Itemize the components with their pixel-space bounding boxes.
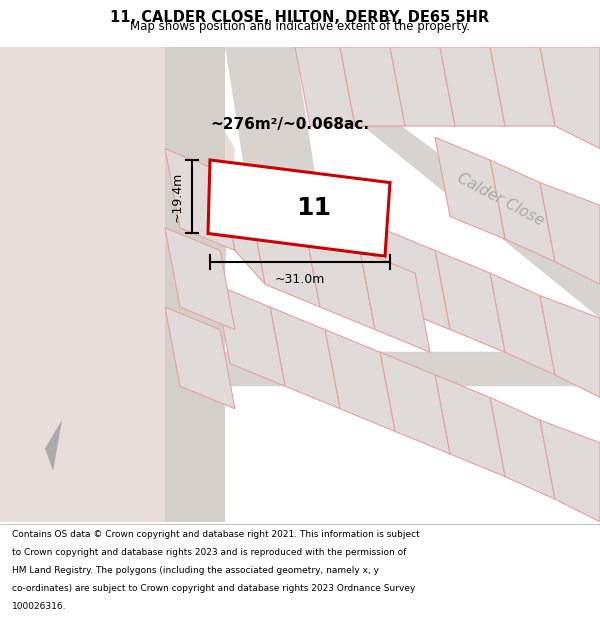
Polygon shape [220, 171, 265, 284]
Text: Contains OS data © Crown copyright and database right 2021. This information is : Contains OS data © Crown copyright and d… [12, 530, 420, 539]
Text: to Crown copyright and database rights 2023 and is reproduced with the permissio: to Crown copyright and database rights 2… [12, 548, 406, 557]
Polygon shape [225, 352, 600, 386]
Polygon shape [265, 47, 600, 318]
Polygon shape [490, 273, 555, 375]
Polygon shape [490, 47, 555, 126]
Polygon shape [340, 47, 405, 126]
Polygon shape [165, 47, 225, 522]
Text: 11: 11 [296, 196, 331, 220]
Polygon shape [250, 205, 320, 307]
Polygon shape [440, 47, 505, 126]
Polygon shape [490, 160, 555, 262]
Text: ~19.4m: ~19.4m [171, 172, 184, 222]
Text: ~31.0m: ~31.0m [275, 273, 325, 286]
Polygon shape [540, 47, 600, 149]
Text: HM Land Registry. The polygons (including the associated geometry, namely x, y: HM Land Registry. The polygons (includin… [12, 566, 379, 575]
Polygon shape [225, 47, 320, 205]
Polygon shape [435, 251, 505, 352]
Polygon shape [540, 182, 600, 284]
Polygon shape [490, 398, 555, 499]
Polygon shape [380, 228, 450, 329]
Polygon shape [325, 329, 395, 431]
Polygon shape [390, 47, 455, 126]
Polygon shape [540, 296, 600, 398]
Text: 11, CALDER CLOSE, HILTON, DERBY, DE65 5HR: 11, CALDER CLOSE, HILTON, DERBY, DE65 5H… [110, 10, 490, 25]
Polygon shape [270, 307, 340, 409]
Text: Calder Close: Calder Close [454, 171, 546, 229]
Text: co-ordinates) are subject to Crown copyright and database rights 2023 Ordnance S: co-ordinates) are subject to Crown copyr… [12, 584, 415, 593]
Polygon shape [0, 47, 235, 522]
Polygon shape [208, 160, 390, 256]
Text: ~276m²/~0.068ac.: ~276m²/~0.068ac. [210, 117, 369, 132]
Polygon shape [295, 47, 355, 126]
Polygon shape [540, 420, 600, 522]
Polygon shape [360, 251, 430, 352]
Polygon shape [45, 420, 62, 471]
Polygon shape [165, 307, 235, 409]
Text: 100026316.: 100026316. [12, 602, 67, 611]
Polygon shape [165, 228, 235, 329]
Polygon shape [215, 284, 285, 386]
Polygon shape [380, 352, 450, 454]
Polygon shape [435, 375, 505, 477]
Polygon shape [165, 149, 235, 251]
Polygon shape [305, 228, 375, 329]
Text: Map shows position and indicative extent of the property.: Map shows position and indicative extent… [130, 20, 470, 32]
Polygon shape [435, 138, 505, 239]
